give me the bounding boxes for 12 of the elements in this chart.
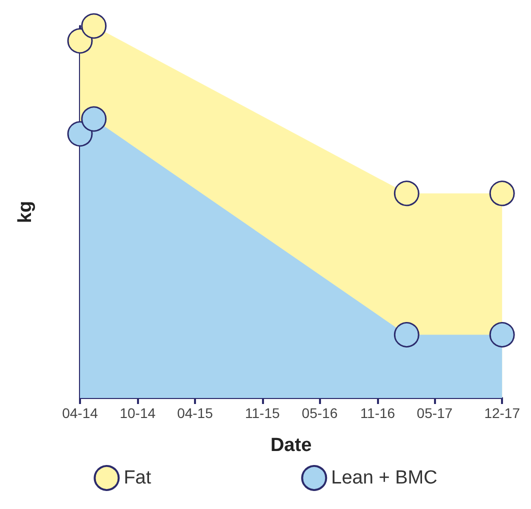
x-tick-label: 05-16 (302, 405, 338, 421)
x-tick-label: 04-14 (62, 405, 98, 421)
x-axis-title: Date (270, 435, 312, 456)
y-axis-title: kg (15, 200, 36, 224)
x-tick-label: 05-17 (416, 405, 453, 421)
x-tick-label: 12-17 (484, 405, 520, 421)
x-tick-label: 11-15 (244, 405, 280, 421)
x-tick-label: 04-15 (177, 405, 214, 421)
legend-label: Fat (124, 468, 152, 488)
x-tick-label: 10-14 (120, 405, 156, 421)
x-tick-label: 11-16 (360, 405, 396, 421)
legend-label: Lean + BMC (331, 468, 438, 488)
